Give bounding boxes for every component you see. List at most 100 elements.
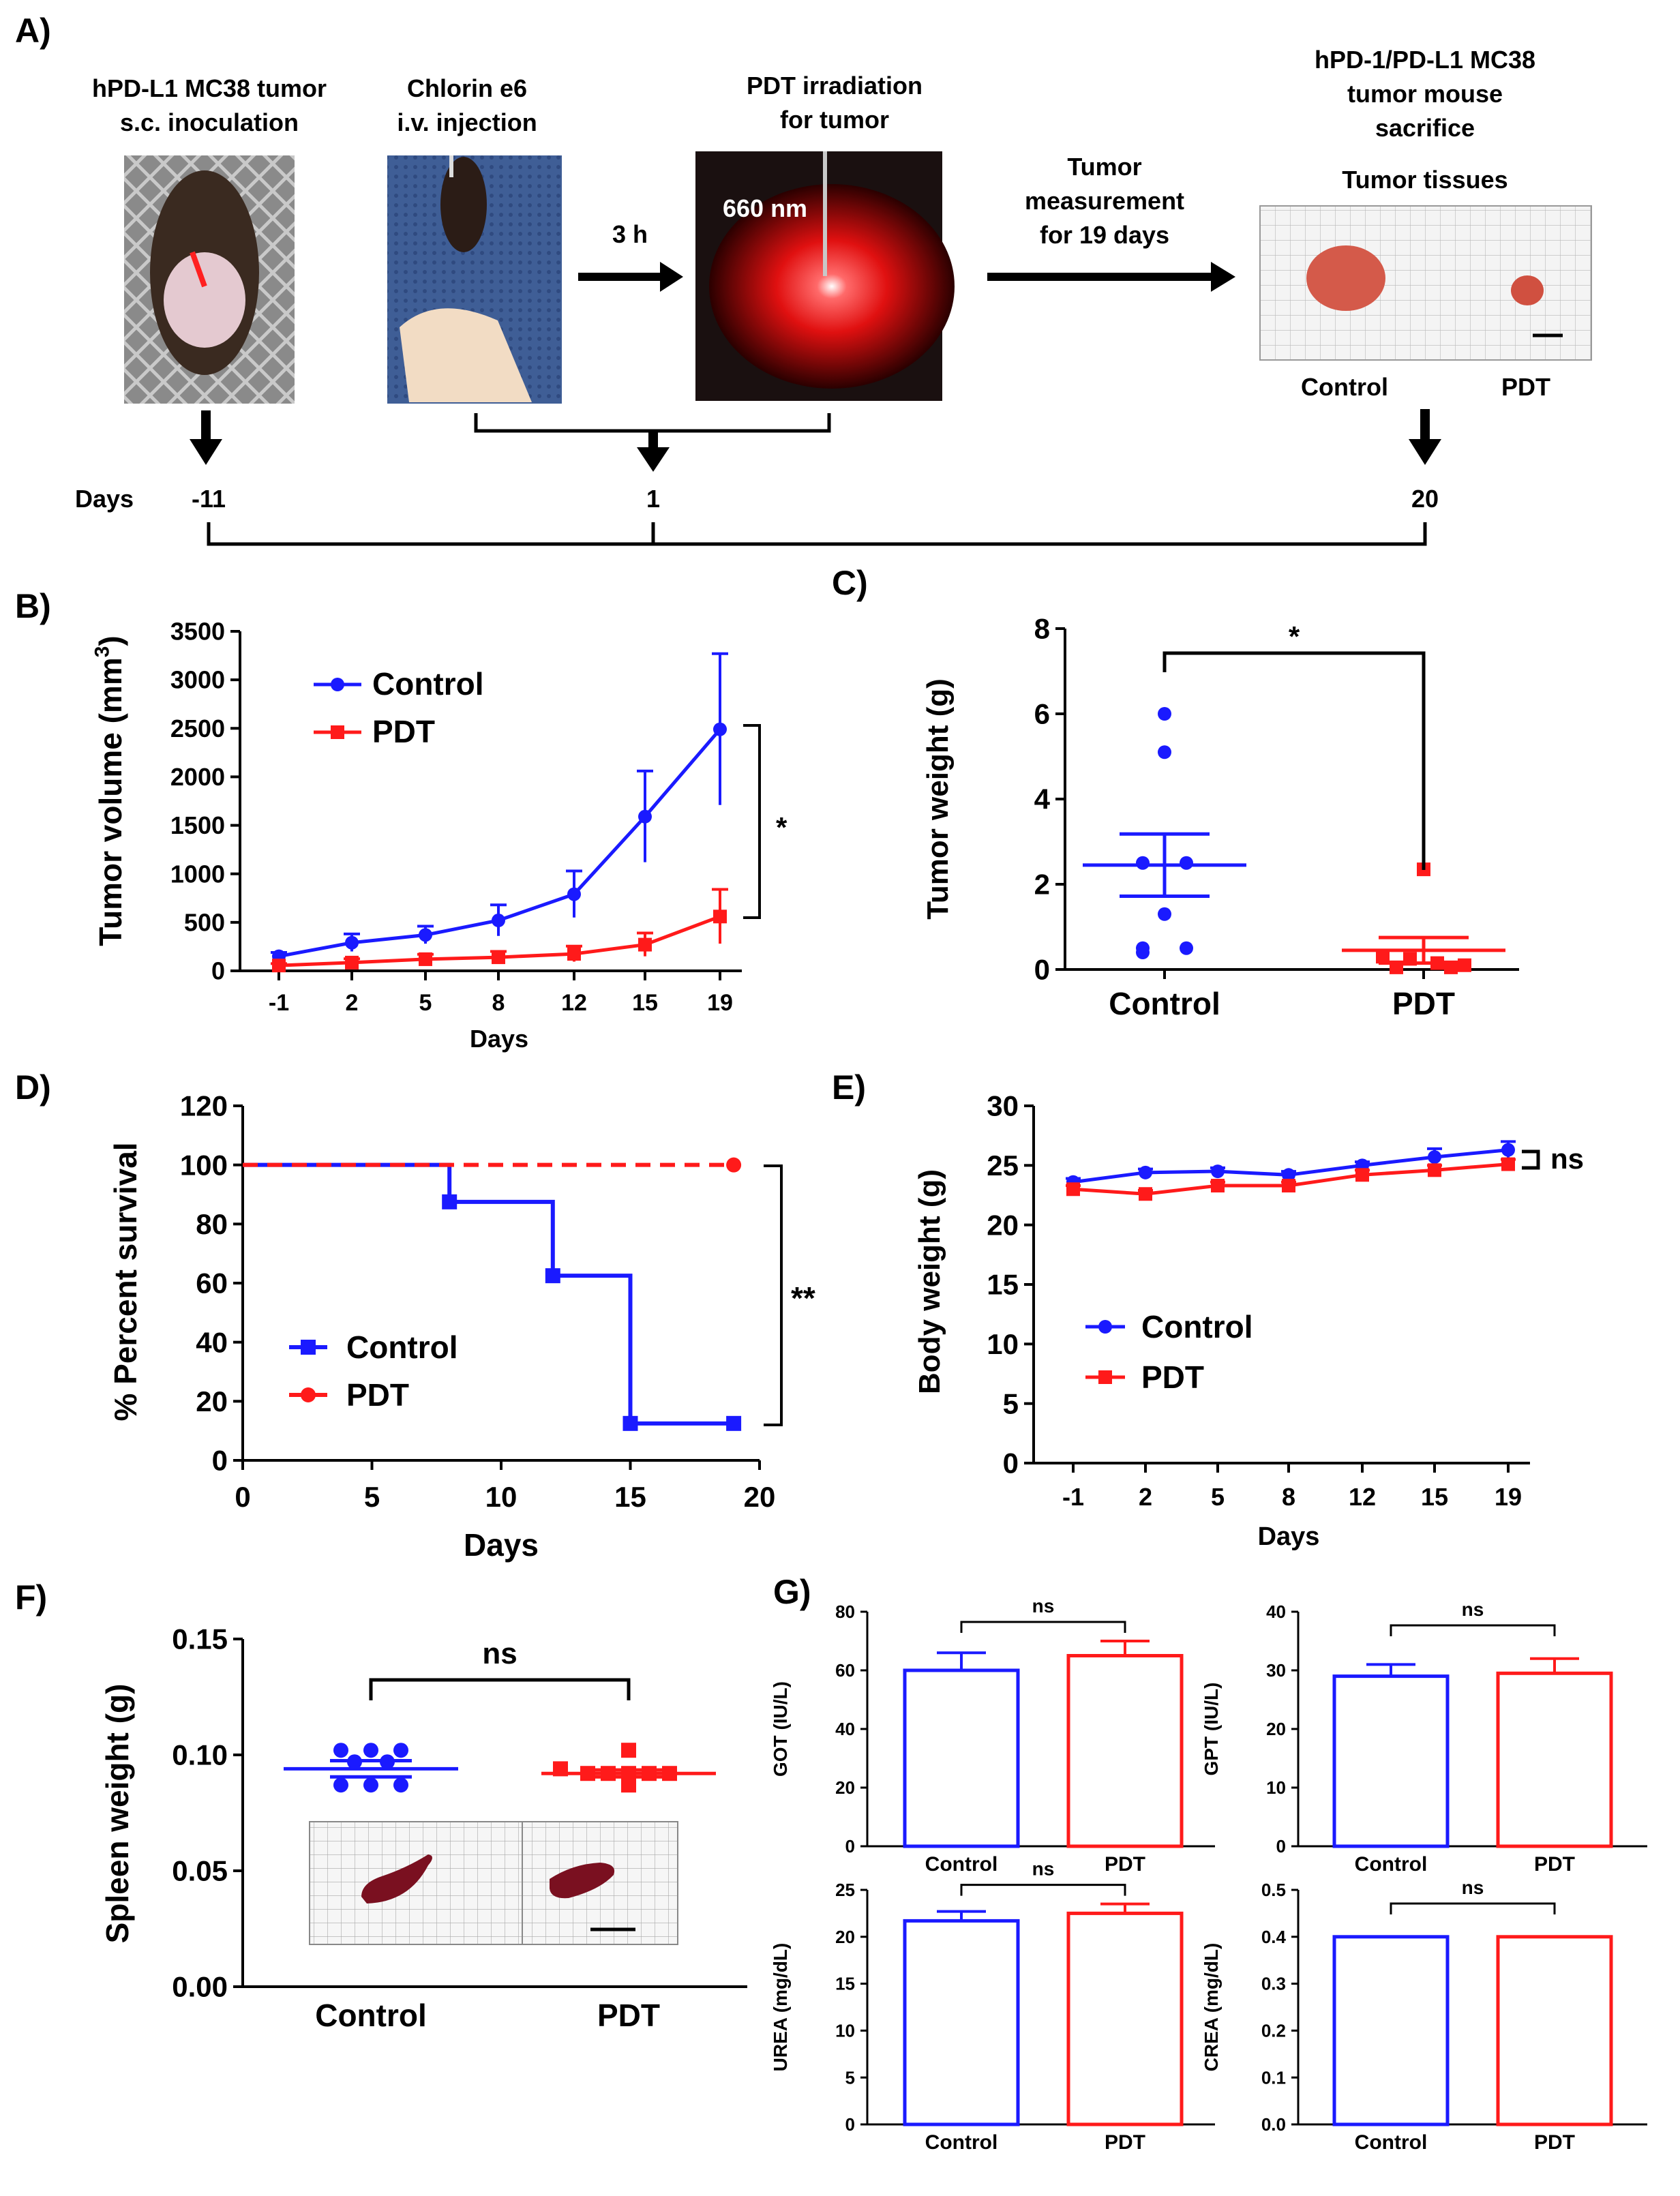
censor-mark-pdt [726,1157,742,1173]
data-point-control [363,1743,378,1758]
pdt-tumor-icon [1511,275,1544,305]
x-tick-label: Control [1109,986,1220,1021]
data-point-control [347,1754,362,1770]
data-point-control [492,914,505,928]
y-axis-label-text: CREA (mg/dL) [1201,1943,1222,2072]
data-point-control [1158,707,1171,721]
x-axis-label: Days [470,1025,528,1053]
x-tick-label: PDT [597,1998,660,2033]
y-tick-label: 20 [196,1385,228,1417]
x-tick-label: 2 [346,990,359,1016]
y-tick-label: 0.3 [1261,1974,1286,1994]
y-tick-label: 25 [987,1149,1019,1182]
y-axis-label-close: ) [93,635,128,646]
panel-c-letter: C) [832,564,868,602]
y-tick-label: 10 [835,2021,855,2041]
x-tick-label: Control [925,2131,998,2154]
y-tick-label: 3500 [170,618,225,646]
data-point-pdt [419,952,432,966]
y-tick-label: 0.10 [172,1739,228,1771]
significance-label: ns [1462,1599,1484,1620]
y-tick-label: 1000 [170,860,225,888]
down-arrow-icon-3 [1409,439,1441,465]
red-arrow-icon [190,251,207,288]
step3-caption-line1: PDT irradiation [747,72,922,100]
x-tick-label: Control [1355,2131,1428,2154]
x-tick-label: 12 [561,990,587,1016]
significance-bracket [743,724,761,919]
y-axis-label-text: Tumor weight (g) [921,678,955,920]
y-tick-label: 0.15 [172,1623,228,1655]
y-tick-label: 20 [987,1209,1019,1241]
data-point-pdt [1458,958,1471,972]
data-point-control [713,722,727,736]
step2-caption-line1: Chlorin e6 [407,74,527,102]
data-point-pdt [601,1766,616,1781]
bracket-step2-step3 [474,413,831,433]
data-point-pdt [1211,1179,1225,1193]
significance-label: * [1289,620,1300,652]
data-point-pdt [621,1766,636,1781]
data-point-pdt [1390,960,1403,974]
bar-pdt [1496,1935,1613,2126]
y-tick-label: 80 [196,1208,228,1240]
legend-marker [331,678,344,691]
y-tick-label: 0.1 [1261,2067,1286,2088]
data-point-pdt [642,1766,657,1781]
y-tick-label: 1500 [170,811,225,839]
y-axis-label-text: Body weight (g) [913,1169,946,1394]
significance-label: ns [1032,1859,1055,1880]
down-arrow-icon-1 [190,439,222,465]
x-tick-label: 15 [632,990,658,1016]
laser-photo [695,151,955,401]
down-arrow-icon-2 [637,447,670,472]
y-tick-label: 10 [1266,1777,1286,1798]
x-tick-label: 10 [485,1481,518,1513]
y-tick-label: 2500 [170,715,225,742]
y-tick-label: 0 [845,2114,855,2135]
y-axis-label: GOT (IU/L) [770,1681,791,1777]
panel-e-letter: E) [832,1068,866,1107]
y-tick-label: 0.0 [1261,2114,1286,2135]
data-point-control [1180,941,1193,955]
data-point-pdt [345,955,359,969]
y-axis-label: UREA (mg/dL) [770,1943,791,2072]
significance-bracket [764,1164,783,1426]
timeline-days-label: Days [75,485,134,513]
data-point-control [1180,856,1193,870]
significance-bracket [1390,1902,1556,1914]
data-point-pdt [1501,1157,1515,1171]
y-tick-label: 4 [1034,783,1051,815]
legend-marker [331,725,344,739]
data-point-pdt [1139,1187,1152,1201]
step4-caption-line1: hPD-1/PD-L1 MC38 [1315,46,1535,74]
mouse-cage-photo [124,155,295,404]
y-tick-label: 5 [1003,1387,1019,1419]
data-point-control [393,1743,408,1758]
tissue-label-control: Control [1301,373,1388,401]
y-tick-label: 0.2 [1261,2021,1286,2041]
panel-f-letter: F) [15,1578,47,1616]
panel-a: A) hPD-L1 MC38 tumor s.c. inoculation Ch… [15,12,1592,546]
y-axis-label: CREA (mg/dL) [1201,1943,1222,2072]
y-tick-label: 0 [1003,1447,1019,1479]
y-tick-label: 0.05 [172,1855,228,1887]
significance-label: ns [1032,1595,1055,1616]
x-tick-label: PDT [1105,1853,1145,1876]
x-tick-label: PDT [1105,2131,1145,2154]
x-tick-label: PDT [1392,986,1455,1021]
data-point-control [638,809,652,824]
significance-bracket [1522,1149,1540,1170]
timeline-tick-2: 1 [646,485,660,513]
significance-bracket [1162,651,1426,870]
y-tick-label: 0 [211,957,225,985]
data-point-control [1139,1165,1152,1179]
x-tick-label: 19 [707,990,733,1016]
data-point-control [1158,907,1171,921]
data-point-pdt [1376,950,1390,964]
x-tick-label: 20 [744,1481,776,1513]
y-axis-label-superscript: 3 [91,646,114,658]
y-tick-label: 0 [845,1836,855,1856]
x-tick-label: 19 [1495,1483,1522,1511]
chart-g3: 0 5 10 15 20 25 UREA (mg/dL) Control PDT ns [770,1859,1215,2154]
